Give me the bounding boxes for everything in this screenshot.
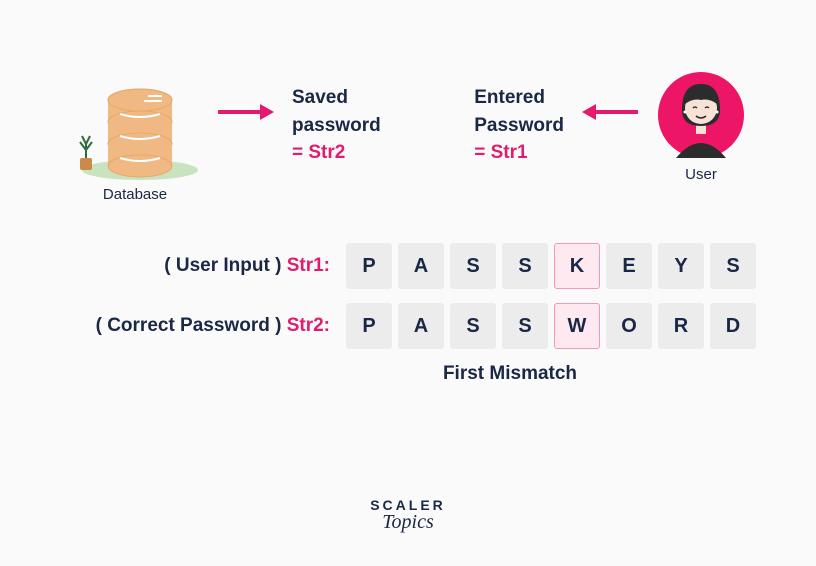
- saved-password-text: Saved password = Str2: [292, 84, 381, 167]
- char-cell: S: [450, 243, 496, 289]
- database-group: Database Saved password = Str2: [70, 70, 381, 203]
- char-cell: A: [398, 243, 444, 289]
- row-str2: ( Correct Password ) Str2: PASSWORD: [60, 303, 756, 349]
- char-cell: Y: [658, 243, 704, 289]
- char-cell: A: [398, 303, 444, 349]
- row2-name: Str2:: [287, 315, 330, 336]
- row1-cells: PASSKEYS: [346, 243, 756, 289]
- char-cell: S: [710, 243, 756, 289]
- entered-line2: Password: [474, 112, 564, 140]
- entered-eq: = Str1: [474, 139, 564, 167]
- saved-line2: password: [292, 112, 381, 140]
- char-cell: S: [502, 303, 548, 349]
- scaler-logo: SCALER Topics: [370, 497, 446, 534]
- user-avatar-icon: [656, 70, 746, 160]
- saved-eq: = Str2: [292, 139, 381, 167]
- row2-cells: PASSWORD: [346, 303, 756, 349]
- row2-label: ( Correct Password ) Str2:: [96, 315, 330, 337]
- row1-name: Str1:: [287, 255, 330, 276]
- user-caption: User: [685, 166, 717, 183]
- row1-prefix: ( User Input ): [164, 255, 286, 276]
- user-figure: User: [656, 70, 746, 183]
- arrow-left-icon: [582, 104, 638, 120]
- user-group: Entered Password = Str1: [474, 70, 746, 183]
- char-cell: P: [346, 243, 392, 289]
- char-cell: S: [450, 303, 496, 349]
- database-figure: Database: [70, 70, 200, 203]
- entered-password-text: Entered Password = Str1: [474, 84, 564, 167]
- char-cell: D: [710, 303, 756, 349]
- logo-line2: Topics: [370, 511, 446, 534]
- arrow-right-icon: [218, 104, 274, 120]
- database-icon: [70, 70, 200, 180]
- row1-label: ( User Input ) Str1:: [164, 255, 330, 277]
- char-cell: P: [346, 303, 392, 349]
- compare-section: ( User Input ) Str1: PASSKEYS ( Correct …: [0, 243, 816, 385]
- entered-line1: Entered: [474, 84, 564, 112]
- mismatch-label: First Mismatch: [264, 363, 756, 385]
- saved-line1: Saved: [292, 84, 381, 112]
- top-section: Database Saved password = Str2 Entered P…: [0, 0, 816, 203]
- row-str1: ( User Input ) Str1: PASSKEYS: [60, 243, 756, 289]
- char-cell: E: [606, 243, 652, 289]
- char-cell: W: [554, 303, 600, 349]
- char-cell: K: [554, 243, 600, 289]
- char-cell: O: [606, 303, 652, 349]
- char-cell: R: [658, 303, 704, 349]
- database-caption: Database: [103, 186, 167, 203]
- row2-prefix: ( Correct Password ): [96, 315, 287, 336]
- char-cell: S: [502, 243, 548, 289]
